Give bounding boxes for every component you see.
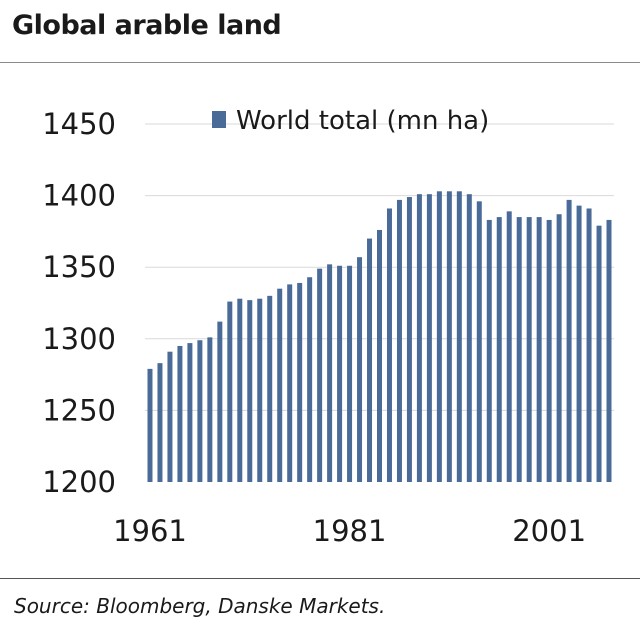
y-tick-label: 1450 — [42, 107, 116, 141]
bar — [456, 191, 462, 482]
x-tick-label: 1981 — [313, 514, 387, 548]
bar — [396, 199, 402, 482]
bar — [357, 257, 363, 482]
bar — [586, 208, 592, 482]
legend-swatch — [212, 111, 226, 128]
bar — [307, 277, 313, 482]
bar — [436, 191, 442, 482]
bottom-divider — [0, 578, 640, 579]
x-tick-label: 2001 — [512, 514, 586, 548]
chart-title: Global arable land — [12, 10, 282, 41]
bar — [347, 265, 353, 482]
bar — [317, 268, 323, 482]
x-axis-ticks: 1961 1981 2001 — [113, 514, 586, 548]
bars — [147, 191, 612, 483]
bar — [426, 194, 432, 482]
bar — [536, 217, 542, 482]
legend-label: World total (mn ha) — [236, 106, 489, 136]
bar — [566, 199, 572, 482]
bar — [157, 363, 163, 482]
y-tick-label: 1200 — [42, 465, 116, 499]
y-axis-ticks: 1200 1250 1300 1350 1400 1450 — [42, 107, 116, 499]
bar — [337, 265, 343, 482]
bar — [267, 295, 273, 482]
bar — [476, 201, 482, 482]
bar — [327, 264, 333, 482]
bar — [496, 217, 502, 482]
bar-chart: 1200 1250 1300 1350 1400 1450 1961 1981 2001 Wo… — [42, 106, 614, 548]
legend: World total (mn ha) — [212, 106, 489, 136]
bar — [546, 219, 552, 482]
y-tick-label: 1250 — [42, 393, 116, 427]
bar — [257, 298, 263, 482]
bar — [406, 197, 412, 483]
bar — [506, 211, 512, 483]
bar — [287, 284, 293, 482]
bar — [576, 205, 582, 482]
bar — [237, 298, 243, 482]
top-divider — [0, 62, 640, 63]
bar — [177, 345, 183, 482]
bar — [486, 219, 492, 482]
bar — [197, 340, 203, 482]
bar — [277, 288, 283, 482]
bar — [526, 217, 532, 482]
bar — [606, 219, 612, 482]
bar — [596, 225, 602, 482]
bar — [386, 208, 392, 482]
x-tick-label: 1961 — [113, 514, 187, 548]
bar — [207, 337, 213, 482]
bar — [147, 368, 153, 482]
y-tick-label: 1400 — [42, 179, 116, 213]
bar — [217, 321, 223, 482]
bar — [227, 301, 233, 482]
bar — [167, 351, 173, 482]
bar — [367, 238, 373, 482]
bar — [516, 217, 522, 482]
y-tick-label: 1350 — [42, 250, 116, 284]
y-tick-label: 1300 — [42, 322, 116, 356]
bar — [377, 229, 382, 482]
source-note: Source: Bloomberg, Danske Markets. — [14, 594, 386, 618]
bar — [466, 194, 472, 482]
bar — [556, 214, 562, 482]
bar — [247, 300, 253, 482]
bar — [297, 282, 303, 482]
bar — [187, 343, 193, 482]
bar — [446, 191, 452, 482]
bar — [416, 194, 422, 482]
